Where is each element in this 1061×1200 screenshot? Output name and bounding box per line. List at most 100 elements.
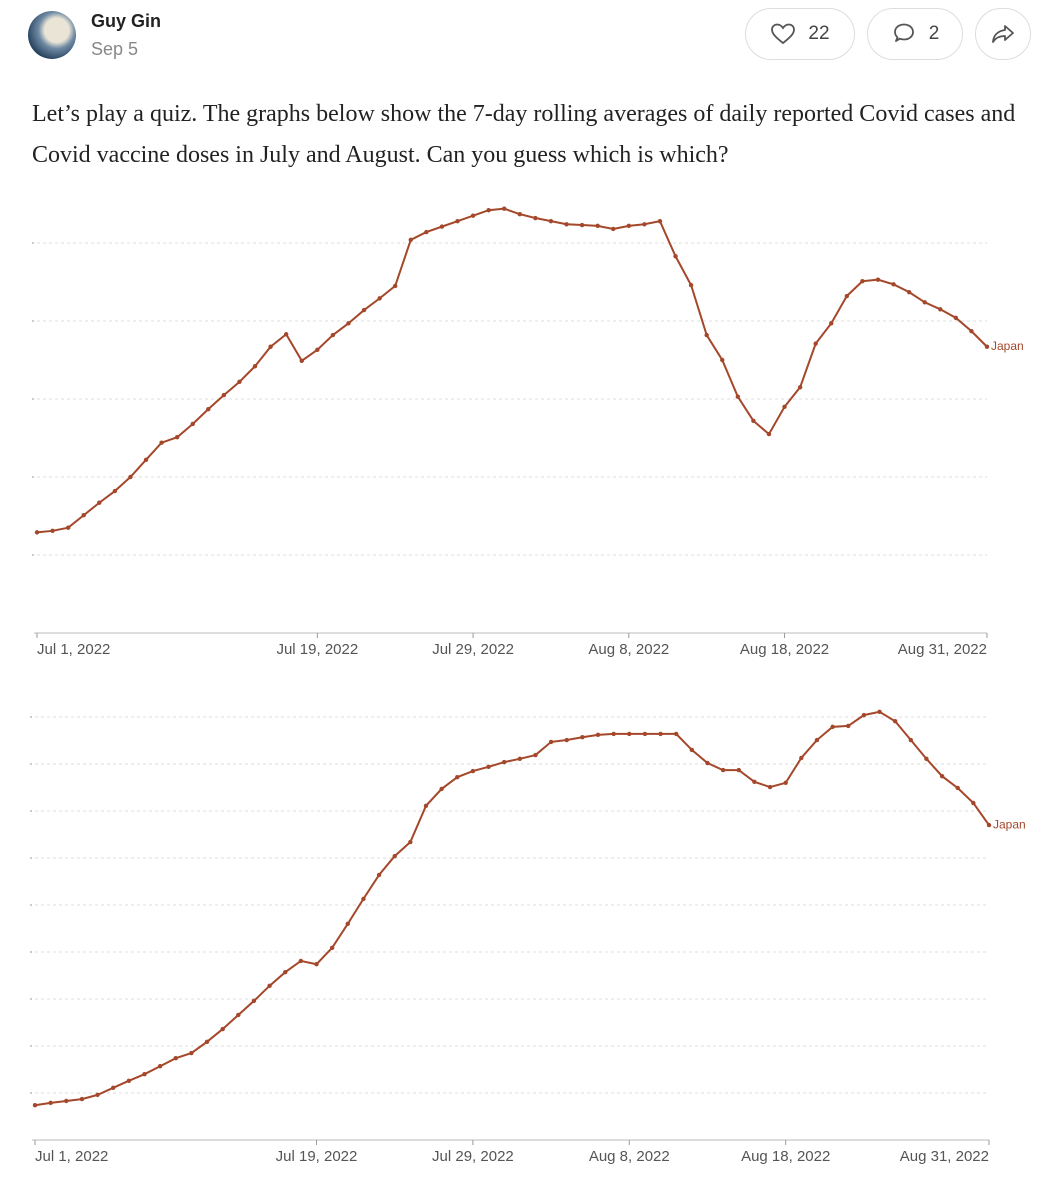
x-tick-label: Jul 1, 2022 [37, 641, 110, 658]
x-tick-label: Aug 8, 2022 [589, 1148, 670, 1165]
data-point [79, 1096, 85, 1102]
data-point [720, 767, 726, 773]
data-point [143, 457, 149, 463]
data-point [877, 709, 882, 715]
data-point [408, 839, 413, 845]
data-point [971, 800, 976, 806]
data-point [875, 277, 881, 282]
data-point [611, 731, 616, 737]
data-point [846, 723, 851, 729]
data-point [252, 364, 258, 369]
data-point [314, 962, 319, 967]
data-point [455, 218, 460, 224]
data-point [32, 1103, 38, 1108]
data-point [813, 341, 818, 346]
x-tick-label: Jul 19, 2022 [276, 1148, 358, 1165]
data-point [110, 1085, 116, 1091]
data-point [908, 737, 914, 743]
post-text: Let’s play a quiz. The graphs below show… [32, 101, 1016, 168]
data-point [906, 289, 912, 295]
data-point [283, 970, 288, 975]
data-point [283, 332, 289, 337]
post-date[interactable]: Sep 5 [91, 39, 139, 59]
data-point [267, 983, 272, 989]
data-point [751, 418, 756, 424]
data-point [157, 1064, 163, 1069]
data-point [969, 328, 974, 334]
like-count: 22 [808, 23, 830, 44]
data-point [736, 767, 741, 773]
data-point [345, 921, 350, 926]
data-point [938, 307, 943, 312]
data-point [767, 784, 773, 790]
data-point [329, 945, 335, 950]
data-point [221, 392, 227, 398]
data-point [642, 222, 647, 227]
data-point [48, 1100, 53, 1106]
data-point [470, 768, 476, 774]
author-name[interactable]: Guy Gin [91, 11, 162, 31]
data-point [829, 321, 834, 326]
data-point [330, 332, 336, 338]
x-tick-label: Aug 18, 2022 [740, 641, 829, 658]
data-point [470, 213, 476, 218]
data-point [204, 1039, 210, 1044]
data-point [814, 737, 820, 743]
data-point [174, 435, 180, 440]
data-point [642, 731, 648, 737]
data-point [735, 394, 741, 399]
series-label: Japan [991, 339, 1024, 353]
data-point [704, 332, 709, 338]
data-point [34, 530, 40, 535]
data-point [674, 731, 679, 737]
share-icon [992, 25, 1014, 43]
data-point [361, 896, 366, 902]
data-point [486, 208, 491, 213]
share-button[interactable] [975, 8, 1031, 60]
avatar[interactable] [28, 11, 76, 59]
data-point [830, 724, 835, 730]
data-point [455, 774, 460, 780]
data-point [705, 760, 710, 766]
data-point [627, 731, 632, 737]
data-point [298, 958, 304, 964]
data-point [626, 223, 632, 229]
data-point [564, 737, 569, 743]
data-point [861, 712, 867, 718]
data-point [533, 215, 538, 221]
data-point [236, 1012, 241, 1018]
data-point [376, 872, 382, 878]
data-point [548, 218, 554, 224]
heart-icon [771, 23, 796, 45]
data-point [799, 755, 804, 761]
data-point [782, 404, 787, 409]
data-point [658, 731, 663, 737]
data-point [922, 300, 927, 305]
data-point [126, 1078, 132, 1083]
x-tick-label: Jul 19, 2022 [276, 641, 358, 658]
data-point [189, 1050, 194, 1056]
comment-button[interactable]: 2 [867, 8, 963, 60]
data-point [595, 223, 600, 229]
data-point [268, 344, 273, 349]
data-point [64, 1098, 69, 1104]
data-point [844, 293, 850, 299]
data-point [50, 528, 55, 534]
x-tick-label: Aug 31, 2022 [900, 1148, 989, 1165]
data-point [315, 347, 320, 353]
data-point [377, 296, 382, 301]
data-point [486, 764, 491, 770]
series-line [36, 207, 988, 534]
data-point [564, 222, 569, 227]
data-point [237, 379, 242, 385]
data-point [439, 224, 445, 229]
data-point [408, 237, 413, 243]
data-point [955, 785, 960, 791]
data-point [501, 759, 507, 765]
data-point [689, 747, 695, 753]
data-point [392, 853, 397, 859]
data-point [783, 780, 788, 785]
like-button[interactable]: 22 [745, 8, 855, 60]
data-point [361, 307, 367, 313]
data-point [924, 756, 929, 762]
